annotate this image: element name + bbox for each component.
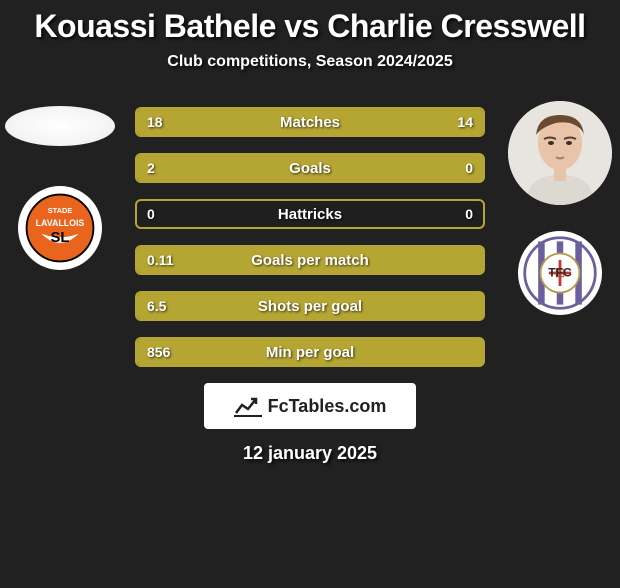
tfc-badge-icon: TFC [521, 234, 599, 312]
stat-row: 0.11 Goals per match [135, 245, 485, 275]
stat-value-right: 14 [457, 109, 473, 135]
stat-label: Goals per match [251, 252, 369, 269]
stat-label: Min per goal [266, 344, 354, 361]
stat-value-left: 0 [147, 201, 155, 227]
comparison-content: STADE LAVALLOIS SL [0, 101, 620, 367]
player-right-column: TFC [500, 101, 620, 315]
stat-value-right: 0 [465, 155, 473, 181]
stat-value-left: 856 [147, 339, 170, 365]
fctables-logo-icon [234, 395, 262, 417]
stat-row: 856 Min per goal [135, 337, 485, 367]
svg-text:TFC: TFC [548, 266, 572, 280]
subtitle: Club competitions, Season 2024/2025 [0, 53, 620, 71]
branding-badge: FcTables.com [204, 383, 416, 429]
stat-value-left: 6.5 [147, 293, 166, 319]
stat-value-left: 0.11 [147, 247, 173, 273]
stat-label: Goals [289, 160, 331, 177]
svg-text:STADE: STADE [48, 206, 73, 215]
club-right-logo: TFC [518, 231, 602, 315]
stat-value-left: 2 [147, 155, 155, 181]
club-left-logo: STADE LAVALLOIS SL [18, 186, 102, 270]
stat-row: 0 Hattricks 0 [135, 199, 485, 229]
stat-label: Matches [280, 114, 340, 131]
svg-text:SL: SL [51, 230, 70, 246]
page-title: Kouassi Bathele vs Charlie Cresswell [0, 8, 620, 45]
player-left-avatar [5, 106, 115, 146]
laval-badge-icon: STADE LAVALLOIS SL [21, 189, 99, 267]
player-left-column: STADE LAVALLOIS SL [0, 101, 120, 270]
player-portrait-icon [508, 101, 612, 205]
stat-label: Shots per goal [258, 298, 362, 315]
branding-text: FcTables.com [268, 396, 387, 417]
stat-row: 6.5 Shots per goal [135, 291, 485, 321]
stat-row: 18 Matches 14 [135, 107, 485, 137]
stat-value-right: 0 [465, 201, 473, 227]
svg-text:LAVALLOIS: LAVALLOIS [36, 218, 85, 228]
stats-list: 18 Matches 14 2 Goals 0 0 Hattricks 0 0.11 Goals p… [135, 101, 485, 367]
stat-label: Hattricks [278, 206, 342, 223]
stat-value-left: 18 [147, 109, 163, 135]
player-right-avatar [508, 101, 612, 205]
stat-row: 2 Goals 0 [135, 153, 485, 183]
date-label: 12 january 2025 [0, 443, 620, 464]
